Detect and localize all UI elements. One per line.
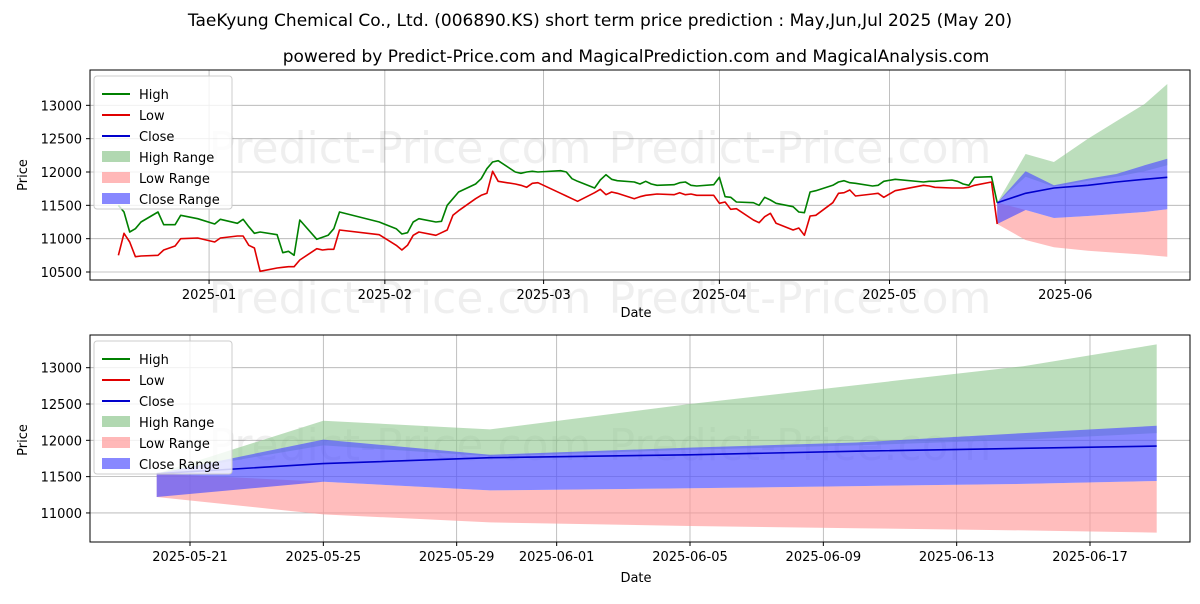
top-y-tick-label: 10500 xyxy=(41,266,82,281)
bottom-legend: High Low Close High Range Low Range Close Ran… xyxy=(93,340,233,475)
top-x-tick-label: 2025-02 xyxy=(358,288,412,303)
top-series-lines xyxy=(117,159,1168,273)
top-plot-frame xyxy=(89,69,1191,281)
bottom-low-range-band xyxy=(156,473,1157,533)
legend-label-close-range: Close Range xyxy=(139,193,220,208)
bottom-x-tick-label: 2025-05-29 xyxy=(419,550,495,565)
bottom-x-tick-label: 2025-05-21 xyxy=(152,550,228,565)
bottom-y-axis-label: Price xyxy=(16,424,31,456)
top-low-range-band xyxy=(997,202,1168,257)
top-y-tick-label: 13000 xyxy=(41,99,82,114)
legend-label-close: Close xyxy=(139,130,174,145)
top-axis-ticks: 2025-01 2025-02 2025-03 2025-04 2025-05 2025-… xyxy=(41,99,1093,303)
top-y-tick-label: 12500 xyxy=(41,133,82,148)
legend-swatch-close-range xyxy=(102,193,130,204)
legend-label-high: High xyxy=(139,88,169,103)
bottom-y-tick-label: 12000 xyxy=(41,434,82,449)
legend-label-low: Low xyxy=(139,109,165,124)
chart-subtitle: powered by Predict-Price.com and Magical… xyxy=(283,47,990,67)
top-x-axis-label: Date xyxy=(620,306,651,321)
top-range-bands xyxy=(997,84,1168,257)
top-watermark-3: Predict-Price.com xyxy=(209,273,592,324)
bottom-x-tick-label: 2025-06-09 xyxy=(786,550,862,565)
bottom-y-tick-label: 11500 xyxy=(41,471,82,486)
legend-swatch-low-range xyxy=(102,437,130,448)
top-x-tick-label: 2025-01 xyxy=(182,288,236,303)
chart-title: TaeKyung Chemical Co., Ltd. (006890.KS) … xyxy=(187,11,1012,31)
bottom-x-axis-label: Date xyxy=(620,571,651,586)
legend-label-high-range: High Range xyxy=(139,416,214,431)
top-x-tick-label: 2025-04 xyxy=(692,288,746,303)
legend-swatch-close-range xyxy=(102,458,130,469)
legend-label-high: High xyxy=(139,353,169,368)
top-panel: Predict-Price.com Predict-Price.com Pred… xyxy=(16,69,1191,324)
legend-label-low-range: Low Range xyxy=(139,437,210,452)
top-close-range-band xyxy=(997,158,1168,224)
legend-label-low: Low xyxy=(139,374,165,389)
bottom-range-bands xyxy=(156,344,1157,533)
legend-label-close-range: Close Range xyxy=(139,458,220,473)
top-y-axis-label: Price xyxy=(16,159,31,191)
legend-label-high-range: High Range xyxy=(139,151,214,166)
bottom-x-tick-label: 2025-06-05 xyxy=(652,550,728,565)
top-x-tick-label: 2025-06 xyxy=(1038,288,1092,303)
legend-label-close: Close xyxy=(139,395,174,410)
bottom-axis-ticks: 2025-05-21 2025-05-25 2025-05-29 2025-06-01… xyxy=(41,362,1128,565)
top-close-line xyxy=(996,176,1168,204)
bottom-series-lines xyxy=(156,445,1157,475)
top-y-tick-label: 11000 xyxy=(41,233,82,248)
bottom-x-tick-label: 2025-06-13 xyxy=(919,550,995,565)
bottom-x-tick-label: 2025-05-25 xyxy=(286,550,362,565)
bottom-x-tick-label: 2025-06-17 xyxy=(1052,550,1128,565)
top-x-tick-label: 2025-03 xyxy=(516,288,570,303)
top-high-line xyxy=(117,159,998,257)
bottom-y-tick-label: 12500 xyxy=(41,398,82,413)
bottom-y-tick-label: 13000 xyxy=(41,362,82,377)
top-watermark-2: Predict-Price.com xyxy=(609,123,992,174)
bottom-plot-frame xyxy=(89,334,1191,543)
top-x-tick-label: 2025-05 xyxy=(862,288,916,303)
top-watermark-4: Predict-Price.com xyxy=(609,273,992,324)
bottom-y-tick-label: 11000 xyxy=(41,507,82,522)
legend-label-low-range: Low Range xyxy=(139,172,210,187)
bottom-close-range-band xyxy=(156,425,1157,497)
top-y-tick-label: 11500 xyxy=(41,199,82,214)
legend-swatch-high-range xyxy=(102,416,130,427)
top-y-tick-label: 12000 xyxy=(41,166,82,181)
bottom-x-tick-label: 2025-06-01 xyxy=(519,550,595,565)
bottom-close-line xyxy=(156,445,1157,475)
legend-swatch-high-range xyxy=(102,151,130,162)
top-watermark-1: Predict-Price.com xyxy=(209,123,592,174)
legend-swatch-low-range xyxy=(102,172,130,183)
bottom-panel: Predict-Price.com Predict-Price.com 2025… xyxy=(16,334,1191,586)
top-legend: High Low Close High Range Low Range Close Ran… xyxy=(93,75,233,210)
top-low-line xyxy=(117,170,998,273)
